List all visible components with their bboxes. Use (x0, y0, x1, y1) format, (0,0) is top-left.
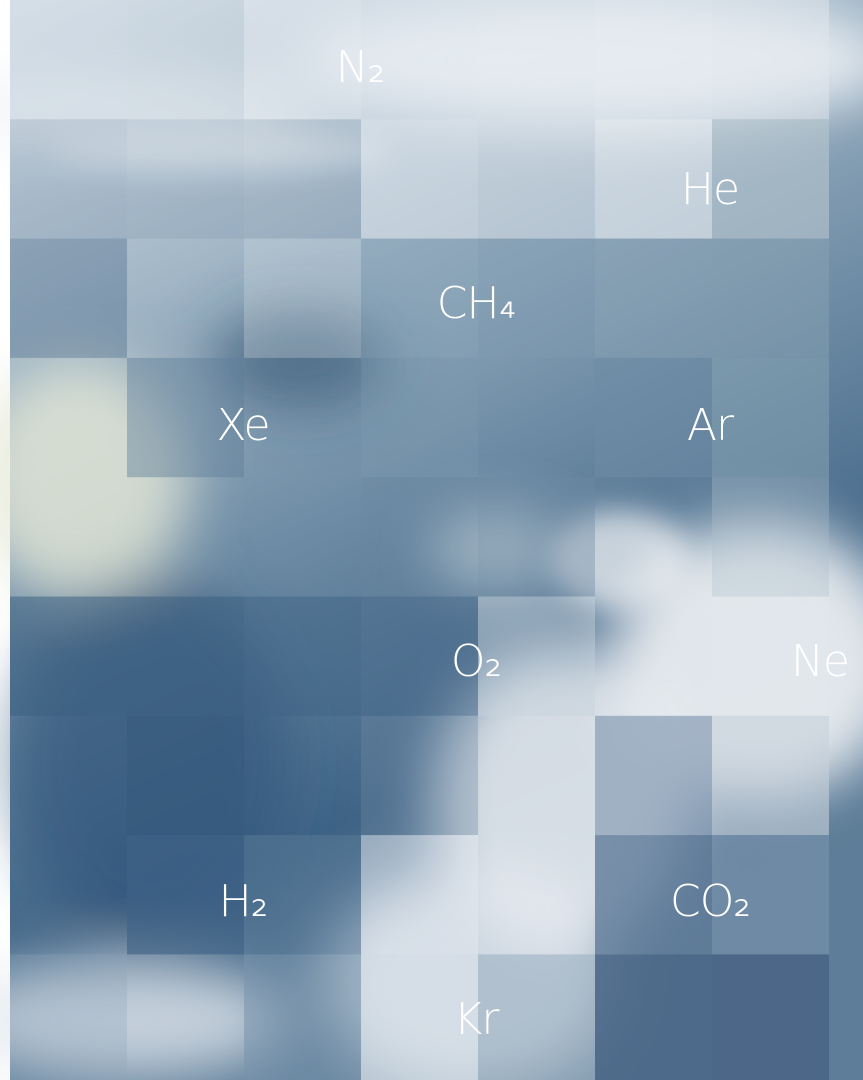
tile (595, 716, 712, 835)
element-label: He (681, 164, 739, 215)
tile (361, 477, 478, 596)
tile (244, 597, 361, 716)
tile (712, 239, 829, 358)
tile (595, 0, 712, 119)
tile (478, 119, 595, 238)
tile (127, 119, 244, 238)
tile (478, 477, 595, 596)
tile (361, 835, 478, 954)
tile (595, 954, 712, 1080)
tile (595, 239, 712, 358)
element-label: Kr (454, 994, 501, 1045)
element-label: Xe (216, 400, 269, 451)
element-label: N₂ (336, 42, 385, 93)
tile (478, 0, 595, 119)
element-label: Ne (791, 636, 849, 687)
tile (361, 358, 478, 477)
tile (712, 0, 829, 119)
element-label: Ar (687, 400, 735, 451)
element-label: CH₄ (437, 278, 515, 329)
tile (361, 716, 478, 835)
tile (127, 0, 244, 119)
tile (10, 119, 127, 238)
tile (10, 597, 127, 716)
tile (244, 119, 361, 238)
tile (712, 477, 829, 596)
tile (10, 0, 127, 119)
tile (361, 119, 478, 238)
element-label: O₂ (451, 636, 501, 687)
element-label: H₂ (219, 876, 268, 927)
tile (10, 954, 127, 1080)
element-label: CO₂ (670, 876, 750, 927)
tile (127, 597, 244, 716)
tile (127, 716, 244, 835)
tile (244, 954, 361, 1080)
tile (10, 239, 127, 358)
poster: N₂ He CH₄ Xe Ar O₂ Ne H₂ CO₂ Kr (0, 0, 863, 1080)
page: N₂HeCH₄XeArO₂NeH₂CO₂Kr (() => { const da… (0, 0, 863, 1080)
tile (712, 954, 829, 1080)
tile (712, 716, 829, 835)
tile (244, 239, 361, 358)
